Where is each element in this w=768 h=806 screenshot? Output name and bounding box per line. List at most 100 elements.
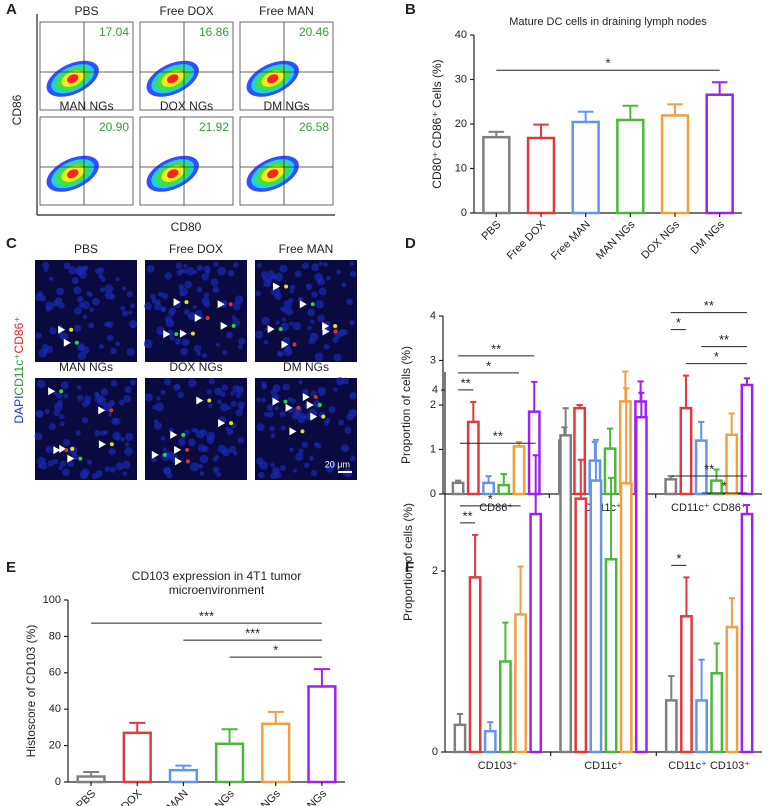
nucleus [63,393,69,399]
nucleus [344,426,352,434]
nucleus [287,397,293,402]
image-name: MAN NGs [59,360,113,374]
arrow [218,419,226,428]
nucleus [260,271,268,279]
bar [512,445,526,496]
nucleus [183,309,190,315]
y-tick-label: 20 [455,118,467,130]
nucleus [169,335,175,341]
cell [74,340,79,345]
nucleus [37,463,43,469]
nucleus [146,264,155,273]
plot-name: DM NGs [264,99,310,113]
y-tick-label: 4 [432,384,438,396]
nucleus [130,323,136,329]
bar [664,699,678,754]
y-tick-label: 100 [43,594,61,606]
nucleus [44,408,50,415]
group-label: CD11c⁺ CD103⁺ [668,760,750,772]
nucleus [188,378,197,388]
nucleus [75,430,81,436]
nucleus [86,459,93,465]
y-tick-label: 60 [49,667,61,679]
nucleus [122,471,127,476]
plot-value: 17.04 [99,25,129,39]
cell [185,447,190,452]
nucleus [270,389,277,396]
nucleus [53,390,58,395]
nucleus [56,287,65,296]
bar [453,723,467,754]
nucleus [104,291,114,300]
nucleus [154,302,162,311]
nucleus [160,306,166,313]
nucleus [115,277,120,282]
bar [664,478,678,496]
y-tick-label: 1 [430,443,436,455]
nucleus [113,417,121,426]
nucleus [160,389,166,395]
nucleus [166,472,173,479]
nucleus [62,468,70,477]
nucleus [288,321,294,326]
nucleus [100,430,106,436]
significance-label: * [722,478,727,493]
nucleus [45,305,52,312]
cell [229,421,234,426]
cell [205,316,210,321]
nucleus [256,262,262,268]
nucleus [217,266,226,276]
significance-label: ** [704,461,714,476]
nucleus [68,266,77,275]
nucleus [193,269,198,274]
y-label: Histoscore of CD103 (%) [24,625,38,758]
nucleus [274,292,282,300]
nucleus [298,448,304,454]
x-tick-label: DOX NGs [240,787,283,806]
nucleus [81,468,90,477]
cell [310,302,315,307]
density [167,169,179,179]
nucleus [261,383,268,390]
cell [207,398,212,403]
significance-label: ** [719,332,729,347]
nucleus [309,319,315,324]
nucleus [39,295,47,302]
nucleus [261,316,270,325]
nucleus [289,284,296,290]
nucleus [201,273,209,281]
bar [497,483,511,496]
nucleus [275,320,280,325]
nucleus [82,314,88,320]
nucleus [208,378,216,385]
arrow [173,298,181,307]
nucleus [77,385,82,390]
y-tick-label: 0 [430,488,436,500]
nucleus [263,340,269,345]
arrow [63,338,71,347]
cell [69,327,74,332]
plot-name: Free MAN [259,4,314,18]
nucleus [100,276,106,282]
nucleus [269,425,275,432]
nucleus [112,431,122,441]
cell [190,331,195,336]
nucleus [130,303,136,309]
nucleus [226,428,234,435]
nucleus [226,405,232,410]
nucleus [292,468,297,473]
cell [228,302,233,307]
nucleus [201,352,208,359]
arrow [299,300,307,309]
nucleus [62,438,71,447]
y-tick-label: 10 [455,162,467,174]
cell [162,452,167,457]
density [267,74,279,84]
cell [278,327,283,332]
cell [59,389,64,394]
nucleus [333,387,338,392]
cell [70,446,75,451]
arrow [302,392,310,401]
significance-label: * [714,349,719,364]
nucleus [276,350,283,357]
